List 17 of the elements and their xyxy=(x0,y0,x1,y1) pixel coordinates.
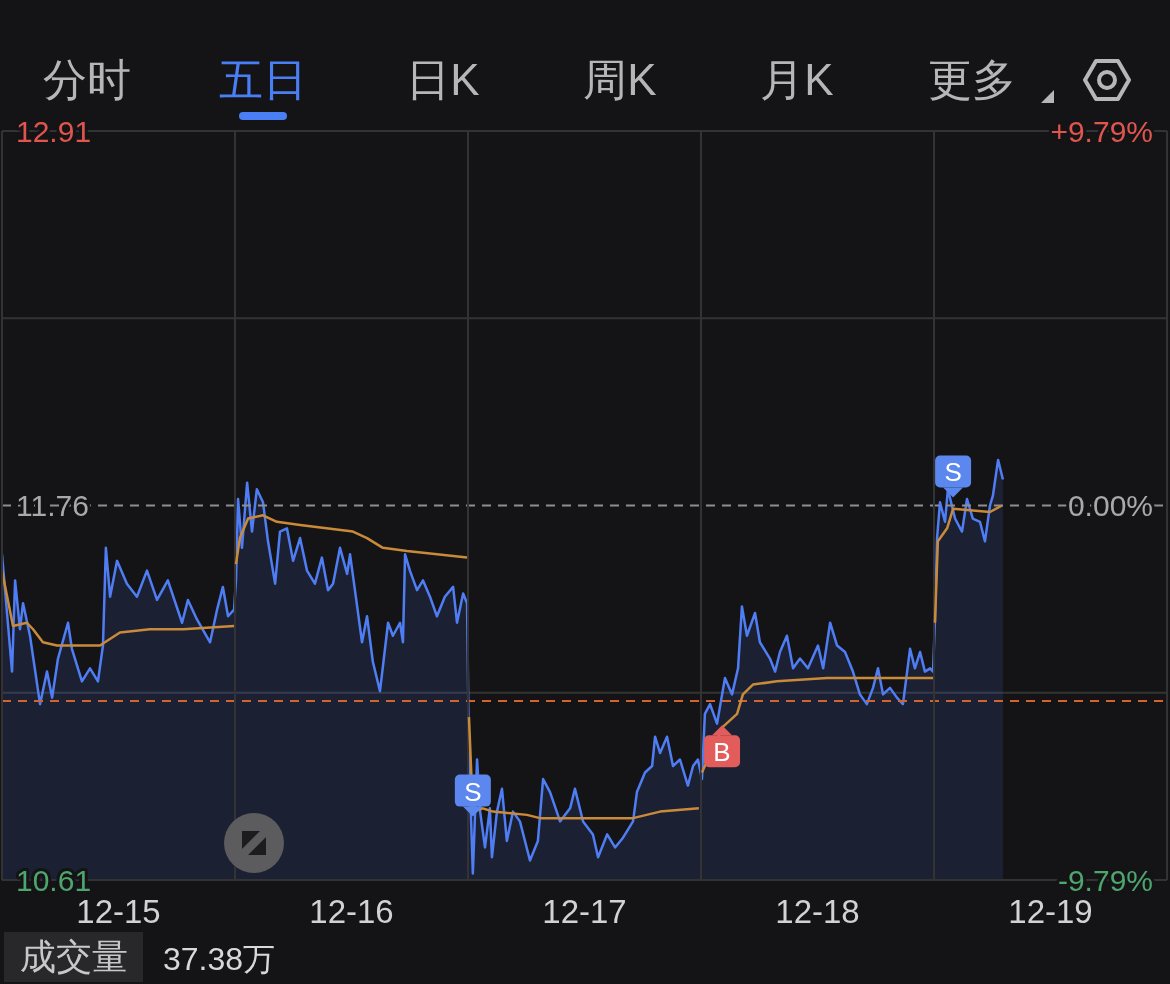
y2-tick-label: +9.79% xyxy=(1050,114,1153,148)
text: 五日 xyxy=(219,55,307,104)
text: 月K xyxy=(760,55,834,104)
text: 日K xyxy=(406,55,480,104)
x-tick-label: 12-18 xyxy=(775,892,860,930)
x-tick-label: 12-17 xyxy=(542,892,627,930)
data-label: B xyxy=(713,737,731,768)
data-label: S xyxy=(944,457,962,488)
tag-box: 成交量 xyxy=(4,932,143,982)
y-tick-label: 12.91 xyxy=(16,114,92,148)
x-tick-label: 12-16 xyxy=(309,892,394,930)
text: 更多 xyxy=(928,55,1016,104)
text: 37.38万 xyxy=(163,941,276,977)
data-label: S xyxy=(464,776,482,807)
y2-tick-label: 0.00% xyxy=(1067,489,1153,522)
text: 周K xyxy=(583,55,657,104)
text: 分时 xyxy=(43,55,131,104)
